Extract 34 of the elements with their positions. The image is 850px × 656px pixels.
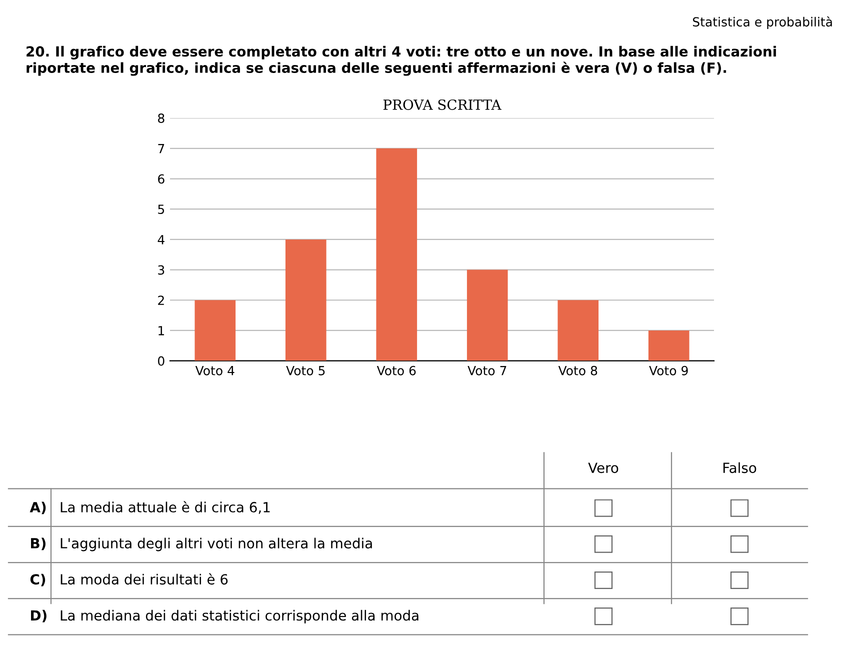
x-tick-label: Voto 9: [649, 366, 688, 376]
text: 20. Il grafico deve essere completato con altri 4 voti: tre otto e un nove. In base alle indicazioni riportate nel grafico, indica se ciascuna delle seguenti affermazioni è vera (V) o falsa (F).: [26, 46, 776, 76]
text: L'aggiunta degli altri voti non altera la media: [60, 538, 372, 552]
x-tick-label: Voto 8: [558, 366, 598, 376]
bar: [558, 300, 599, 361]
y-tick-label: 0: [158, 356, 164, 366]
text: C): [30, 574, 46, 586]
chart-title: PROVA SCRITTA: [383, 99, 502, 110]
text: Statistica e probabilità: [692, 16, 832, 29]
y-tick-label: 8: [158, 114, 164, 124]
x-tick-label: Voto 5: [286, 366, 325, 376]
y-tick-label: 2: [158, 296, 164, 305]
y-tick-label: 6: [158, 174, 164, 184]
bar: [466, 270, 508, 361]
text: B): [31, 538, 46, 550]
text: A): [30, 502, 46, 514]
y-tick-label: 3: [158, 265, 164, 275]
x-tick-label: Voto 7: [468, 366, 506, 376]
text: La mediana dei dati statistici corrisponde alla moda: [60, 610, 418, 624]
bar: [376, 148, 418, 361]
bar: [194, 300, 236, 361]
y-tick-label: 4: [158, 235, 164, 244]
y-tick-label: 1: [158, 326, 164, 336]
text: Falso: [723, 462, 756, 474]
text: D): [31, 610, 46, 622]
text: La media attuale è di circa 6,1: [60, 501, 270, 514]
text: La moda dei risultati è 6: [60, 573, 228, 585]
bar: [648, 330, 690, 361]
y-tick-label: 5: [158, 204, 164, 214]
y-tick-label: 7: [158, 144, 164, 154]
x-tick-label: Voto 4: [195, 366, 234, 376]
text: Vero: [588, 462, 618, 474]
bar: [285, 239, 326, 361]
x-tick-label: Voto 6: [376, 366, 416, 376]
